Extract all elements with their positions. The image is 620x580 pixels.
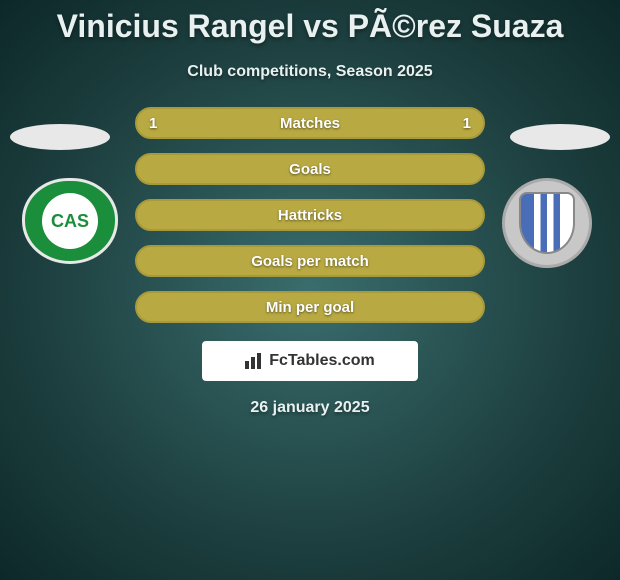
player-placeholder-left	[10, 124, 110, 150]
stat-value-left: 1	[149, 115, 157, 132]
stat-bar-min-per-goal: Min per goal	[135, 291, 485, 323]
stat-label: Goals	[289, 161, 331, 178]
stat-label: Matches	[280, 115, 340, 132]
stat-bar-goals-per-match: Goals per match	[135, 245, 485, 277]
comparison-date: 26 january 2025	[0, 399, 620, 417]
watermark-text: FcTables.com	[269, 352, 375, 370]
stat-bar-goals: Goals	[135, 153, 485, 185]
comparison-subtitle: Club competitions, Season 2025	[0, 63, 620, 81]
stat-label: Goals per match	[251, 253, 369, 270]
watermark: FcTables.com	[202, 341, 418, 381]
player-placeholder-right	[510, 124, 610, 150]
club-badge-left-text: CAS	[42, 193, 98, 249]
stat-value-right: 1	[463, 115, 471, 132]
chart-icon	[245, 353, 265, 369]
stat-label: Hattricks	[278, 207, 342, 224]
stat-label: Min per goal	[266, 299, 354, 316]
stat-bar-hattricks: Hattricks	[135, 199, 485, 231]
comparison-title: Vinicius Rangel vs PÃ©rez Suaza	[0, 0, 620, 45]
stat-bar-matches: 1 Matches 1	[135, 107, 485, 139]
club-badge-left: CAS	[22, 178, 118, 264]
stats-container: 1 Matches 1 Goals Hattricks Goals per ma…	[135, 107, 485, 323]
club-badge-right	[502, 178, 598, 264]
